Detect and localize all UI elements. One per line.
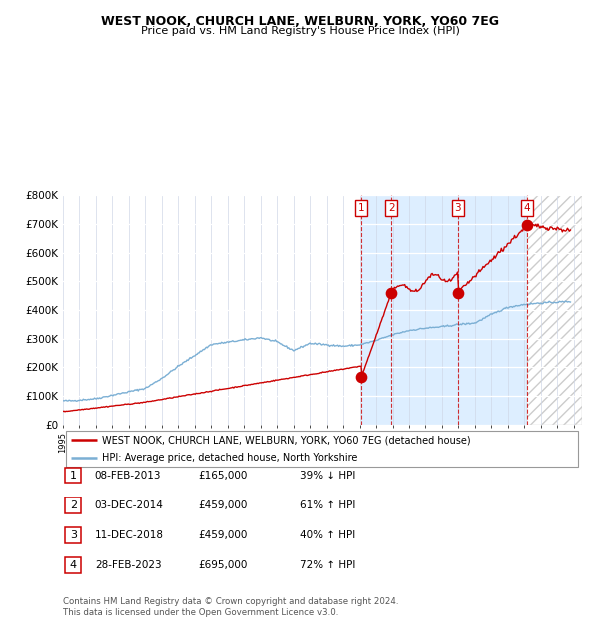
Text: £459,000: £459,000 <box>198 530 247 540</box>
Text: 72% ↑ HPI: 72% ↑ HPI <box>300 560 355 570</box>
Text: 3: 3 <box>70 530 77 540</box>
Text: 03-DEC-2014: 03-DEC-2014 <box>95 500 164 510</box>
Text: 11-DEC-2018: 11-DEC-2018 <box>95 530 164 540</box>
Text: 28-FEB-2023: 28-FEB-2023 <box>95 560 161 570</box>
Text: 39% ↓ HPI: 39% ↓ HPI <box>300 471 355 480</box>
Text: 08-FEB-2013: 08-FEB-2013 <box>95 471 161 480</box>
Text: 3: 3 <box>454 203 461 213</box>
Text: WEST NOOK, CHURCH LANE, WELBURN, YORK, YO60 7EG (detached house): WEST NOOK, CHURCH LANE, WELBURN, YORK, Y… <box>102 435 470 445</box>
Text: £459,000: £459,000 <box>198 500 247 510</box>
Point <box>453 288 463 298</box>
FancyBboxPatch shape <box>65 527 82 543</box>
Text: 40% ↑ HPI: 40% ↑ HPI <box>300 530 355 540</box>
Text: HPI: Average price, detached house, North Yorkshire: HPI: Average price, detached house, Nort… <box>102 453 358 463</box>
Text: Price paid vs. HM Land Registry's House Price Index (HPI): Price paid vs. HM Land Registry's House … <box>140 26 460 36</box>
FancyBboxPatch shape <box>65 557 82 573</box>
FancyBboxPatch shape <box>65 467 82 484</box>
Text: 1: 1 <box>70 471 77 480</box>
Text: 4: 4 <box>70 560 77 570</box>
FancyBboxPatch shape <box>65 431 578 467</box>
Text: 2: 2 <box>70 500 77 510</box>
FancyBboxPatch shape <box>65 497 82 513</box>
Text: 4: 4 <box>524 203 530 213</box>
Text: 61% ↑ HPI: 61% ↑ HPI <box>300 500 355 510</box>
Point <box>386 288 396 298</box>
Text: 2: 2 <box>388 203 395 213</box>
Text: £695,000: £695,000 <box>198 560 247 570</box>
Bar <box>527 195 582 425</box>
Point <box>356 373 366 383</box>
Text: 1: 1 <box>358 203 365 213</box>
Text: Contains HM Land Registry data © Crown copyright and database right 2024.
This d: Contains HM Land Registry data © Crown c… <box>63 598 398 617</box>
Text: £165,000: £165,000 <box>198 471 247 480</box>
Point <box>522 221 532 231</box>
Text: WEST NOOK, CHURCH LANE, WELBURN, YORK, YO60 7EG: WEST NOOK, CHURCH LANE, WELBURN, YORK, Y… <box>101 15 499 28</box>
